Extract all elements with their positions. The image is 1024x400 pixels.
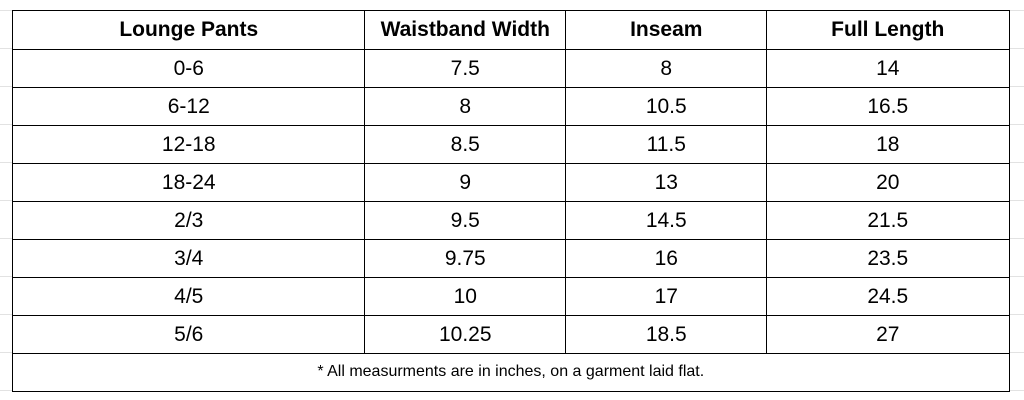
table-cell: 16.5	[766, 87, 1010, 127]
header-cell: Full Length	[766, 10, 1010, 51]
table-cell: 12-18	[12, 125, 366, 165]
table-cell: 14.5	[565, 201, 768, 241]
table-cell: 17	[565, 277, 768, 317]
table-cell: 18	[766, 125, 1010, 165]
table-cell: 18-24	[12, 163, 366, 203]
table-cell: 20	[766, 163, 1010, 203]
table-cell: 8.5	[364, 125, 567, 165]
table-cell: 16	[565, 239, 768, 279]
table-cell: 2/3	[12, 201, 366, 241]
table-cell: 10	[364, 277, 567, 317]
table-cell: 27	[766, 315, 1010, 355]
header-cell: Inseam	[565, 10, 768, 51]
table-cell: 14	[766, 49, 1010, 89]
table-cell: 8	[565, 49, 768, 89]
table-cell: 7.5	[364, 49, 567, 89]
table-cell: 6-12	[12, 87, 366, 127]
table-cell: 3/4	[12, 239, 366, 279]
header-cell: Lounge Pants	[12, 10, 366, 51]
footnote: * All measurments are in inches, on a ga…	[12, 353, 1010, 392]
table-cell: 13	[565, 163, 768, 203]
table-cell: 18.5	[565, 315, 768, 355]
table-cell: 10.5	[565, 87, 768, 127]
table-cell: 21.5	[766, 201, 1010, 241]
table-cell: 4/5	[12, 277, 366, 317]
table-cell: 8	[364, 87, 567, 127]
table-cell: 23.5	[766, 239, 1010, 279]
header-cell: Waistband Width	[364, 10, 567, 51]
table-cell: 10.25	[364, 315, 567, 355]
table-cell: 9.75	[364, 239, 567, 279]
table-cell: 0-6	[12, 49, 366, 89]
table-cell: 9	[364, 163, 567, 203]
table-cell: 5/6	[12, 315, 366, 355]
table-cell: 11.5	[565, 125, 768, 165]
table-cell: 24.5	[766, 277, 1010, 317]
table-cell: 9.5	[364, 201, 567, 241]
